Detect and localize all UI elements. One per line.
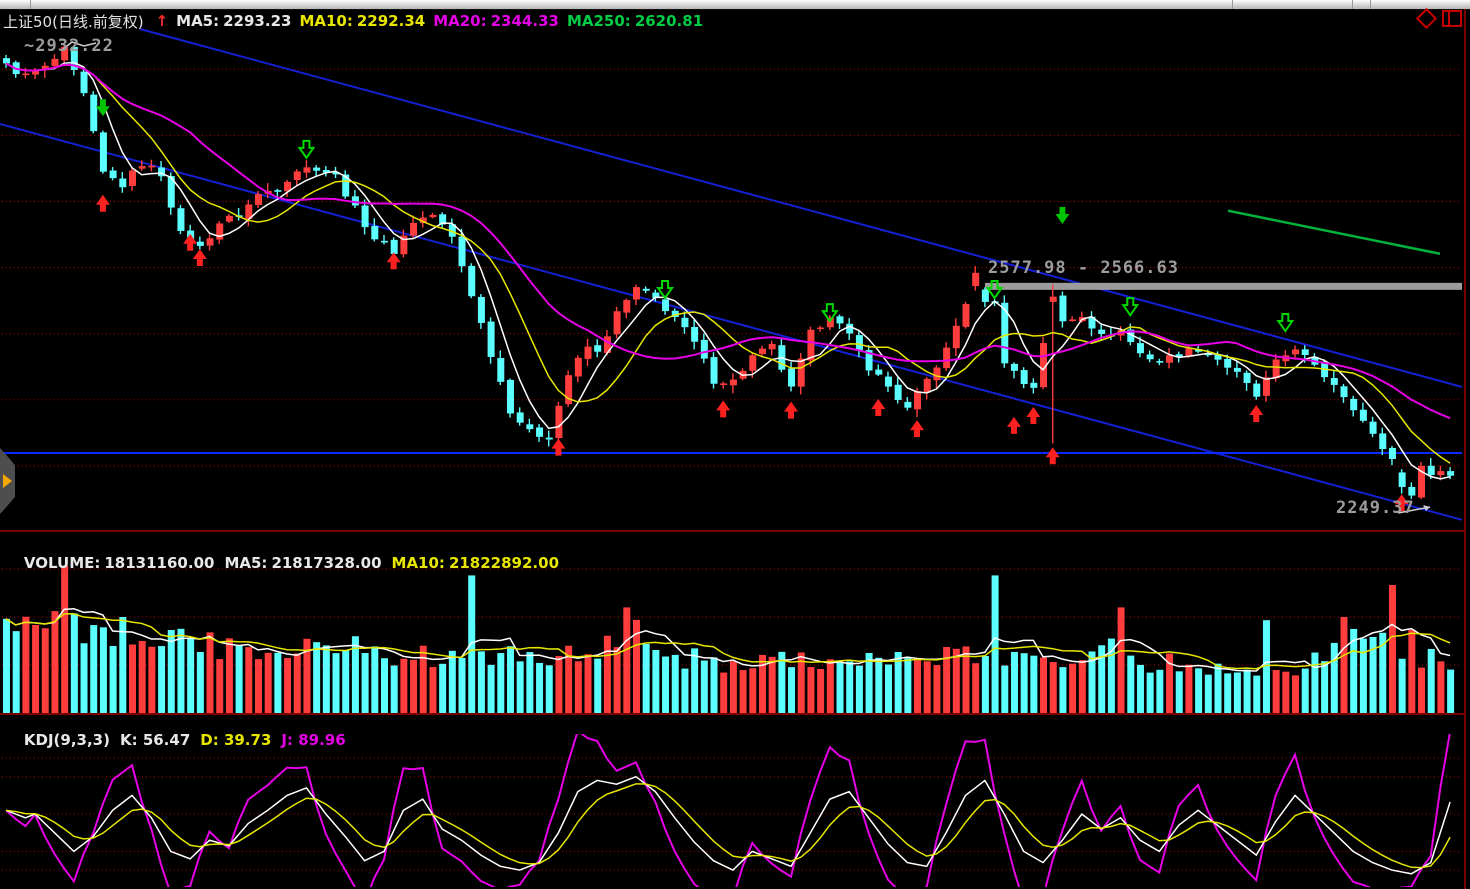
kdj-lines (5, 734, 1451, 887)
gap-zone-bar (985, 282, 1462, 290)
low-price-label: 2249.37 (1336, 498, 1415, 518)
top-scrollbar[interactable] (0, 0, 1470, 10)
ma250-line (1227, 209, 1441, 256)
signal-arrows (95, 99, 1409, 512)
ma10-readout-value: 2292.34 (356, 12, 426, 30)
sidebar-expand-tab[interactable] (0, 448, 15, 514)
split-window-icon[interactable] (1442, 10, 1462, 27)
kdj-gridlines (2, 757, 1462, 871)
ma5-readout-value: 2293.23 (223, 12, 292, 30)
kdj-name: KDJ(9,3,3) (23, 731, 110, 749)
ma20-readout-value: 2344.33 (490, 12, 559, 30)
chart-title: 上证50(日线.前复权) (3, 12, 144, 31)
ma20-readout-label: MA20: (433, 12, 487, 30)
ma250-readout-value: 2620.81 (634, 12, 704, 30)
volume-ma-lines (5, 607, 1451, 672)
price-gridlines (2, 68, 1462, 467)
scrollbar-segment (1352, 0, 1353, 9)
volume-ma5-label: MA5: (224, 554, 268, 572)
chart-header: 上证50(日线.前复权) ↑ MA5: 2293.23 MA10: 2292.34 MA20… (3, 11, 711, 31)
volume-ma10-label: MA10: (391, 554, 445, 572)
kdj-k-value: K: 56.47 (119, 731, 191, 749)
ma10-readout-label: MA10: (299, 12, 353, 30)
volume-value: 18131160.00 (104, 554, 215, 572)
ma5-readout-label: MA5: (176, 12, 220, 30)
volume-bars (3, 565, 1455, 713)
price-ma-lines (5, 61, 1451, 480)
main-volume-divider (0, 530, 1464, 532)
candlesticks-layer (3, 44, 1455, 500)
scrollbar-segment (1370, 0, 1371, 9)
expand-arrow-icon (3, 474, 12, 488)
kdj-j-value: J: 89.96 (281, 731, 346, 749)
up-arrow-icon: ↑ (155, 12, 169, 30)
trendlines (0, 28, 1463, 521)
volume-kdj-divider (0, 713, 1464, 715)
diamond-icon[interactable] (1415, 7, 1438, 30)
volume-label: VOLUME: (23, 554, 101, 572)
kdj-header: KDJ(9,3,3) K: 56.47 D: 39.73 J: 89.96 (3, 713, 356, 767)
low-pointer-arrowhead (1423, 505, 1430, 511)
volume-ma10-value: 21822892.00 (448, 554, 560, 572)
scrollbar-segment (1232, 0, 1233, 9)
right-border (1464, 9, 1466, 889)
scrollbar-segment (30, 0, 31, 9)
ma250-readout-label: MA250: (566, 12, 631, 30)
volume-ma5-value: 21817328.00 (271, 554, 382, 572)
peak-price-label: ~2932.22 (24, 36, 114, 56)
volume-header: VOLUME: 18131160.00 MA5: 21817328.00 MA10: 21… (3, 536, 569, 590)
corner-icons (1415, 7, 1462, 30)
kdj-d-value: D: 39.73 (200, 731, 272, 749)
peak-pointer-line (61, 41, 97, 51)
gap-price-label: 2577.98 - 2566.63 (988, 258, 1179, 278)
